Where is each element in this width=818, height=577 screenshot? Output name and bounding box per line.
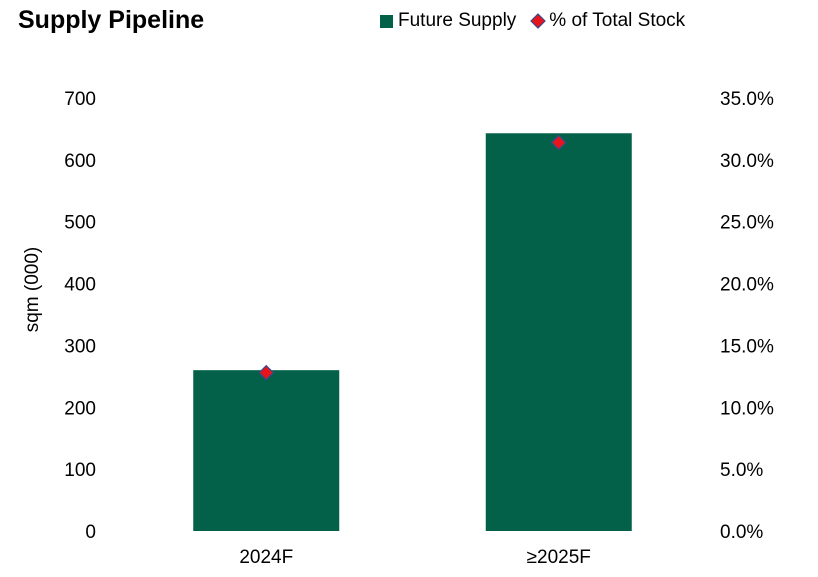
bar-future-supply [193, 370, 340, 531]
legend-diamond-marker-icon [530, 13, 547, 29]
point-percent-total-stock [550, 134, 567, 151]
legend-bar-swatch [380, 14, 393, 28]
legend-item-future-supply: Future Supply [380, 10, 516, 32]
y2-axis-tick-label: 20.0% [720, 275, 774, 296]
y-axis-tick-label: 0 [85, 522, 96, 543]
legend-bar-label: Future Supply [398, 10, 517, 31]
y-axis-tick-label: 200 [64, 398, 96, 419]
y-axis-label: sqm (000) [22, 247, 43, 333]
y2-axis-tick-label: 5.0% [720, 460, 763, 481]
y2-axis-tick-label: 0.0% [720, 522, 763, 543]
y2-axis-tick-label: 15.0% [720, 336, 774, 357]
y-axis-tick-label: 300 [64, 336, 96, 357]
y-axis-tick-label: 600 [64, 151, 96, 172]
y-axis-tick-label: 700 [64, 89, 96, 110]
y2-axis-tick-label: 35.0% [720, 89, 774, 110]
chart-title: Supply Pipeline [18, 6, 205, 34]
chart-legend: Future Supply % of Total Stock [380, 10, 699, 32]
bar-future-supply [485, 133, 632, 531]
legend-item-percent-stock: % of Total Stock [530, 10, 685, 32]
y2-axis-tick-label: 25.0% [720, 213, 774, 234]
y2-axis-tick-label: 10.0% [720, 398, 774, 419]
legend-marker-label: % of Total Stock [549, 10, 686, 31]
y2-axis-tick-label: 30.0% [720, 151, 774, 172]
x-axis-tick-label: 2024F [239, 547, 293, 568]
y-axis-tick-label: 400 [64, 275, 96, 296]
y-axis-tick-label: 100 [64, 460, 96, 481]
x-axis-tick-label: ≥2025F [527, 547, 591, 568]
y-axis-tick-label: 500 [64, 213, 96, 234]
point-percent-total-stock [258, 364, 275, 381]
